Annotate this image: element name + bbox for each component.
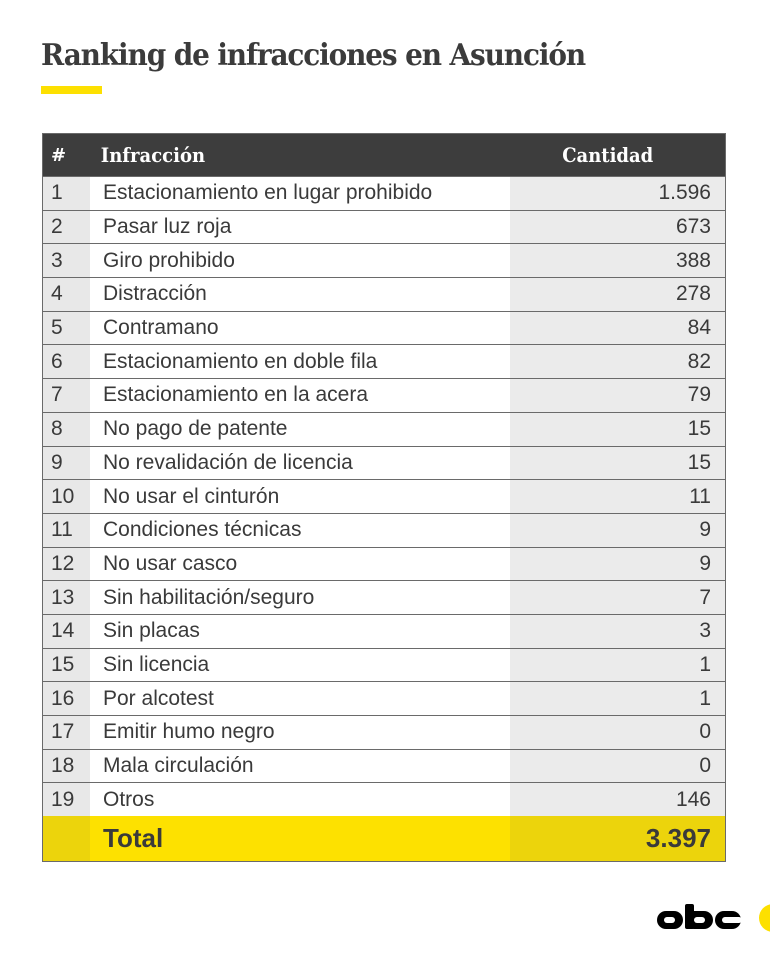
infraction-cell: No usar casco	[90, 547, 510, 581]
infractions-table: # Infracción Cantidad 1 Estacionamiento e…	[42, 133, 726, 863]
table-header: # Infracción Cantidad	[43, 134, 725, 176]
infraction-cell: Sin habilitación/seguro	[90, 581, 510, 614]
table-row: 19 Otros 146	[43, 782, 725, 817]
table-row: 8 No pago de patente 15	[43, 411, 725, 446]
quantity-cell: 278	[510, 278, 725, 311]
title-underline	[41, 86, 102, 94]
infraction-cell: Estacionamiento en doble fila	[90, 345, 510, 379]
rank-cell: 9	[43, 446, 90, 480]
infraction-cell: Mala circulación	[90, 749, 510, 783]
page-title: Ranking de infracciones en Asunción	[41, 38, 586, 73]
quantity-cell: 0	[510, 716, 725, 749]
total-quantity: 3.397	[510, 816, 725, 862]
table-row: 18 Mala circulación 0	[43, 748, 725, 783]
quantity-cell: 1	[510, 682, 725, 715]
table-row: 2 Pasar luz roja 673	[43, 209, 725, 244]
rank-cell: 5	[43, 311, 90, 345]
rank-cell: 11	[43, 513, 90, 547]
rank-cell: 7	[43, 379, 90, 412]
header-rank: #	[51, 144, 67, 166]
quantity-cell: 7	[510, 581, 725, 614]
quantity-cell: 0	[510, 749, 725, 783]
table-row: 17 Emitir humo negro 0	[43, 715, 725, 749]
table-body: 1 Estacionamiento en lugar prohibido 1.596…	[43, 176, 725, 817]
infraction-cell: Sin licencia	[90, 648, 510, 682]
table-row: 3 Giro prohibido 388	[43, 243, 725, 278]
quantity-cell: 9	[510, 547, 725, 581]
rank-cell: 8	[43, 412, 90, 446]
rank-cell: 13	[43, 581, 90, 614]
infraction-cell: No pago de patente	[90, 412, 510, 446]
quantity-cell: 388	[510, 244, 725, 278]
infraction-cell: No revalidación de licencia	[90, 446, 510, 480]
quantity-cell: 1	[510, 648, 725, 682]
quantity-cell: 3	[510, 614, 725, 648]
total-label: Total	[90, 816, 510, 862]
quantity-cell: 15	[510, 446, 725, 480]
rank-cell: 2	[43, 210, 90, 244]
quantity-cell: 79	[510, 379, 725, 412]
abc-logo-icon	[657, 904, 770, 932]
rank-cell: 17	[43, 716, 90, 749]
quantity-cell: 1.596	[510, 177, 725, 210]
rank-cell: 12	[43, 547, 90, 581]
table-row: 16 Por alcotest 1	[43, 681, 725, 715]
quantity-cell: 146	[510, 783, 725, 817]
table-row: 6 Estacionamiento en doble fila 82	[43, 344, 725, 379]
table-row: 14 Sin placas 3	[43, 613, 725, 648]
quantity-cell: 11	[510, 480, 725, 513]
infraction-cell: Contramano	[90, 311, 510, 345]
rank-cell: 3	[43, 244, 90, 278]
infraction-cell: Giro prohibido	[90, 244, 510, 278]
infraction-cell: No usar el cinturón	[90, 480, 510, 513]
infraction-cell: Emitir humo negro	[90, 716, 510, 749]
table-row: 4 Distracción 278	[43, 277, 725, 311]
infraction-cell: Condiciones técnicas	[90, 513, 510, 547]
infraction-cell: Otros	[90, 783, 510, 817]
table-row: 7 Estacionamiento en la acera 79	[43, 378, 725, 412]
quantity-cell: 9	[510, 513, 725, 547]
table-row: 15 Sin licencia 1	[43, 647, 725, 682]
table-row: 12 No usar casco 9	[43, 546, 725, 581]
rank-cell: 10	[43, 480, 90, 513]
table-row: 9 No revalidación de licencia 15	[43, 445, 725, 480]
infraction-cell: Pasar luz roja	[90, 210, 510, 244]
rank-cell: 14	[43, 614, 90, 648]
table-row: 13 Sin habilitación/seguro 7	[43, 580, 725, 614]
quantity-cell: 84	[510, 311, 725, 345]
infraction-cell: Distracción	[90, 278, 510, 311]
table-row: 11 Condiciones técnicas 9	[43, 512, 725, 547]
total-row: Total 3.397	[43, 816, 725, 862]
total-rank-cell	[43, 816, 90, 862]
rank-cell: 18	[43, 749, 90, 783]
infraction-cell: Estacionamiento en lugar prohibido	[90, 177, 510, 210]
infraction-cell: Estacionamiento en la acera	[90, 379, 510, 412]
infraction-cell: Por alcotest	[90, 682, 510, 715]
table-row: 5 Contramano 84	[43, 310, 725, 345]
rank-cell: 6	[43, 345, 90, 379]
rank-cell: 4	[43, 278, 90, 311]
header-quantity: Cantidad	[562, 143, 654, 167]
quantity-cell: 15	[510, 412, 725, 446]
rank-cell: 1	[43, 177, 90, 210]
infraction-cell: Sin placas	[90, 614, 510, 648]
table-row: 10 No usar el cinturón 11	[43, 479, 725, 513]
table-row: 1 Estacionamiento en lugar prohibido 1.596	[43, 176, 725, 210]
rank-cell: 15	[43, 648, 90, 682]
quantity-cell: 82	[510, 345, 725, 379]
quantity-cell: 673	[510, 210, 725, 244]
header-infraction: Infracción	[100, 143, 206, 167]
rank-cell: 19	[43, 783, 90, 817]
rank-cell: 16	[43, 682, 90, 715]
